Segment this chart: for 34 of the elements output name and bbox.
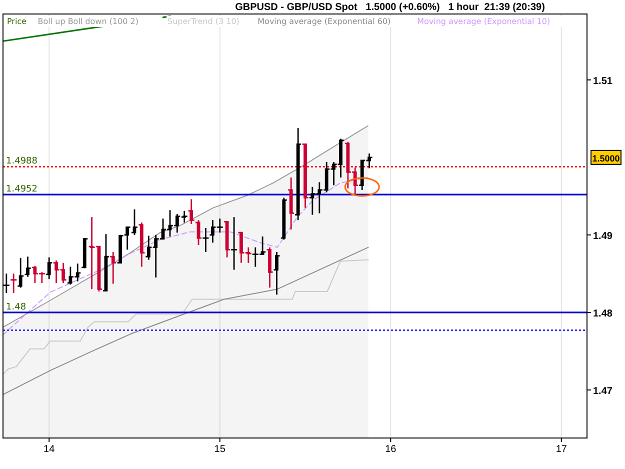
- text: Boll up Boll down (100 2): [38, 17, 138, 26]
- ref-line-label: 1.4988: [6, 156, 38, 167]
- candlestick: [130, 208, 138, 236]
- y-tick-label: 1.51: [593, 76, 613, 87]
- text: Moving average (Exponential 60): [258, 17, 391, 26]
- candlestick: [138, 222, 146, 268]
- text: Moving average (Exponential 10): [417, 17, 550, 26]
- chart-title: GBPUSD - GBP/USD Spot 1.5000 (+0.60%) 1 hour 21:39 (20:39): [235, 2, 545, 13]
- x-tick-label: 17: [556, 444, 568, 455]
- candlestick: [302, 142, 309, 208]
- legend-title: Price: [7, 17, 27, 26]
- candlestick: [287, 176, 295, 230]
- candlestick: [24, 256, 32, 278]
- x-tick-label: 16: [385, 444, 397, 455]
- x-tick-label: 14: [44, 444, 56, 455]
- candlestick: [294, 127, 302, 221]
- candlestick: [45, 256, 53, 280]
- candlestick: [10, 272, 18, 294]
- ref-line-label: 1.48: [6, 302, 26, 312]
- line-series: [3, 246, 369, 396]
- x-tick-label: 15: [214, 444, 226, 455]
- candlestick: [188, 198, 196, 225]
- line-series: [3, 259, 369, 375]
- ref-line-label: 1.4952: [6, 184, 38, 195]
- candlestick: [273, 251, 280, 296]
- candlestick: [266, 246, 274, 288]
- text: 1.5000: [592, 153, 620, 164]
- candlestick: [202, 227, 210, 253]
- y-tick-label: 1.47: [593, 386, 613, 397]
- y-tick-label: 1.48: [593, 308, 613, 320]
- y-tick-label: 1.49: [593, 230, 613, 242]
- candlestick: [109, 251, 117, 284]
- candlestick: [230, 216, 238, 270]
- candlestick: [16, 257, 24, 288]
